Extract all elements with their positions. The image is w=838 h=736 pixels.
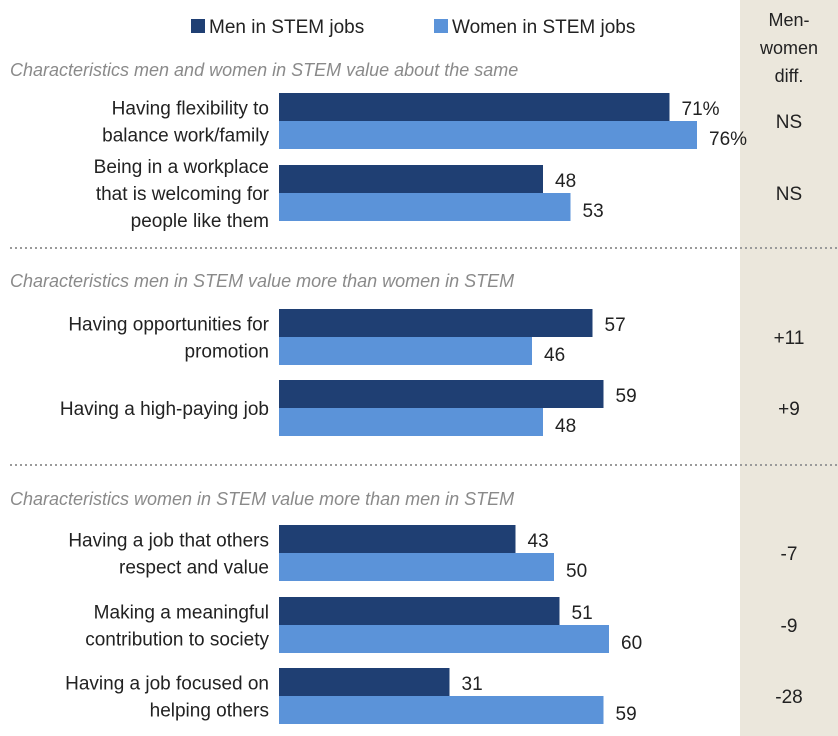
bar-women (279, 337, 532, 365)
section-title: Characteristics men in STEM value more t… (10, 271, 514, 291)
diff-header-line: Men- (768, 10, 809, 30)
bar-men (279, 309, 593, 337)
value-label-men: 31 (462, 674, 483, 695)
category-label: Having a job that others (68, 531, 269, 552)
diff-header-line: diff. (775, 66, 804, 86)
bar-women (279, 625, 609, 653)
value-label-women: 50 (566, 561, 587, 582)
value-label-women: 53 (583, 201, 604, 222)
category-label: Having opportunities for (68, 315, 269, 336)
category-label: contribution to society (85, 630, 269, 651)
category-label: respect and value (119, 558, 269, 579)
bar-women (279, 408, 543, 436)
diff-value: +9 (778, 399, 800, 420)
bar-women (279, 696, 604, 724)
bar-women (279, 193, 571, 221)
diff-value: +11 (774, 328, 805, 349)
bar-men (279, 525, 516, 553)
value-label-women: 46 (544, 345, 565, 366)
bar-men (279, 93, 670, 121)
value-label-men: 71% (682, 99, 720, 120)
bar-men (279, 668, 450, 696)
category-label: helping others (150, 701, 269, 722)
diff-header-line: women (759, 38, 818, 58)
category-label: Making a meaningful (94, 603, 269, 624)
value-label-women: 76% (709, 129, 747, 150)
diff-value: NS (776, 184, 802, 205)
category-label: Having a high-paying job (60, 399, 269, 420)
category-label: that is welcoming for (96, 184, 270, 205)
legend-swatch-men (191, 19, 205, 33)
category-label: promotion (185, 342, 270, 363)
category-label: Having a job focused on (65, 674, 269, 695)
value-label-men: 51 (572, 603, 593, 624)
legend-label-men: Men in STEM jobs (209, 17, 364, 38)
category-label: people like them (131, 211, 269, 232)
diff-value: -9 (781, 616, 798, 637)
value-label-women: 60 (621, 633, 642, 654)
bar-men (279, 380, 604, 408)
section-title: Characteristics men and women in STEM va… (10, 60, 518, 80)
diff-value: -28 (775, 687, 802, 708)
bar-men (279, 165, 543, 193)
section-title: Characteristics women in STEM value more… (10, 489, 514, 509)
legend-label-women: Women in STEM jobs (452, 17, 635, 38)
bar-men (279, 597, 560, 625)
legend-swatch-women (434, 19, 448, 33)
value-label-men: 43 (528, 531, 549, 552)
value-label-men: 59 (616, 386, 637, 407)
diff-column-bg (740, 0, 838, 736)
value-label-women: 48 (555, 416, 576, 437)
value-label-men: 48 (555, 171, 576, 192)
category-label: Having flexibility to (112, 99, 269, 120)
category-label: balance work/family (102, 126, 269, 147)
category-label: Being in a workplace (94, 157, 269, 178)
bar-women (279, 553, 554, 581)
value-label-women: 59 (616, 704, 637, 725)
bar-women (279, 121, 697, 149)
diff-value: -7 (781, 544, 798, 565)
diff-value: NS (776, 112, 802, 133)
value-label-men: 57 (605, 315, 626, 336)
